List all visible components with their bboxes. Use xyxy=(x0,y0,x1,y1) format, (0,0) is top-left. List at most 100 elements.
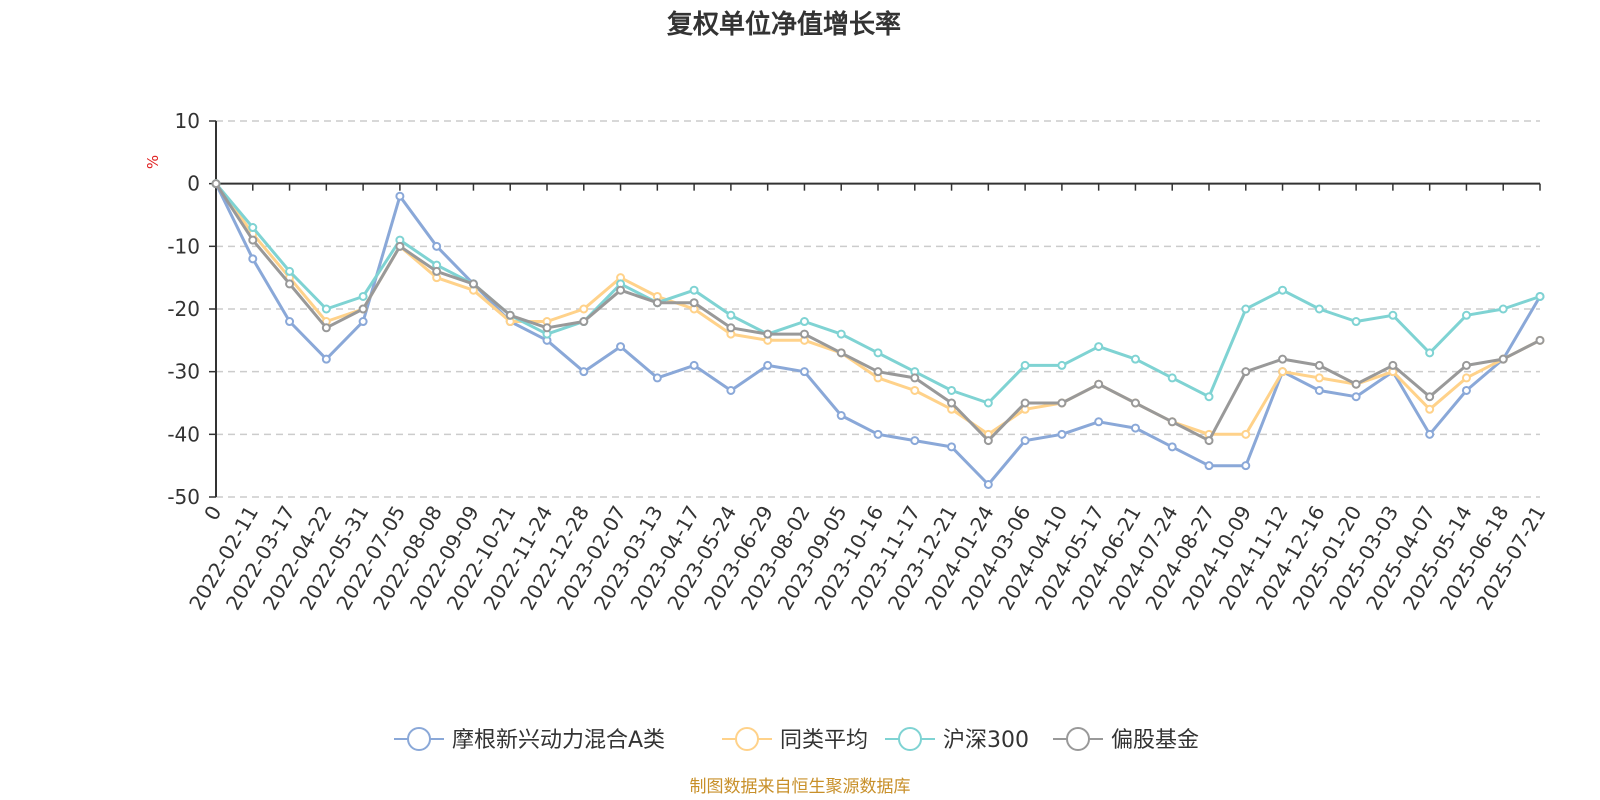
data-point xyxy=(468,279,478,289)
data-point xyxy=(1094,417,1104,427)
data-point xyxy=(1461,310,1471,320)
data-point xyxy=(1425,348,1435,358)
data-point xyxy=(1057,398,1067,408)
data-point xyxy=(873,367,883,377)
data-point xyxy=(1498,304,1508,314)
data-point xyxy=(947,442,957,452)
y-tick-label: 0 xyxy=(187,172,200,196)
data-point xyxy=(1535,291,1545,301)
data-point xyxy=(285,266,295,276)
data-point xyxy=(248,223,258,233)
data-point xyxy=(763,329,773,339)
data-point xyxy=(1425,429,1435,439)
legend-label: 摩根新兴动力混合A类 xyxy=(452,728,665,753)
legend-label: 偏股基金 xyxy=(1111,728,1199,753)
data-point xyxy=(211,179,221,189)
data-point xyxy=(1425,392,1435,402)
legend-circle-icon xyxy=(735,727,759,751)
data-point xyxy=(542,323,552,333)
data-point xyxy=(726,323,736,333)
data-point xyxy=(1351,317,1361,327)
legend[interactable]: 摩根新兴动力混合A类 同类平均 沪深300 偏股基金 xyxy=(394,727,1199,753)
data-point xyxy=(1020,360,1030,370)
data-point xyxy=(1351,379,1361,389)
data-point xyxy=(983,479,993,489)
data-point xyxy=(873,348,883,358)
data-point xyxy=(579,367,589,377)
data-point xyxy=(910,385,920,395)
data-point xyxy=(873,429,883,439)
series-line xyxy=(214,182,1541,443)
data-point xyxy=(432,266,442,276)
data-point xyxy=(983,398,993,408)
y-tick-label: -30 xyxy=(167,360,200,384)
data-point xyxy=(1020,436,1030,446)
x-tick-label: 0 xyxy=(199,502,226,525)
legend-circle-icon xyxy=(898,727,922,751)
data-point xyxy=(1167,442,1177,452)
series-line xyxy=(214,183,1542,486)
data-point xyxy=(358,304,368,314)
data-point xyxy=(1461,385,1471,395)
data-point xyxy=(1461,373,1471,383)
data-point xyxy=(910,436,920,446)
data-point xyxy=(505,310,515,320)
data-point xyxy=(1167,417,1177,427)
data-point xyxy=(395,241,405,251)
data-point xyxy=(1278,285,1288,295)
data-point xyxy=(321,304,331,314)
chart-title: 复权单位净值增长率 xyxy=(667,9,901,40)
y-tick-label: -20 xyxy=(167,297,200,321)
data-point xyxy=(1204,436,1214,446)
data-point xyxy=(983,436,993,446)
series-lines xyxy=(211,179,1545,489)
data-point xyxy=(1241,367,1251,377)
series-0 xyxy=(211,179,1545,489)
data-point xyxy=(1130,423,1140,433)
legend-item-0[interactable]: 摩根新兴动力混合A类 xyxy=(394,727,665,753)
data-point xyxy=(1241,429,1251,439)
data-point xyxy=(836,348,846,358)
data-point xyxy=(726,385,736,395)
data-point xyxy=(579,304,589,314)
data-point xyxy=(1351,392,1361,402)
data-point xyxy=(763,360,773,370)
data-point xyxy=(285,279,295,289)
legend-item-3[interactable]: 偏股基金 xyxy=(1053,727,1199,753)
data-point xyxy=(616,342,626,352)
data-point xyxy=(358,317,368,327)
y-tick-label: -40 xyxy=(167,422,200,446)
data-point xyxy=(689,285,699,295)
y-tick-label: -10 xyxy=(167,234,200,258)
data-point xyxy=(321,354,331,364)
data-point xyxy=(652,298,662,308)
data-point xyxy=(1461,360,1471,370)
data-point xyxy=(321,323,331,333)
data-point xyxy=(689,298,699,308)
data-point xyxy=(285,317,295,327)
data-point xyxy=(799,329,809,339)
y-tick-label: -50 xyxy=(167,485,200,509)
data-point xyxy=(1130,354,1140,364)
data-point xyxy=(1057,360,1067,370)
data-point xyxy=(579,317,589,327)
data-point xyxy=(1425,404,1435,414)
data-point xyxy=(1388,360,1398,370)
data-point xyxy=(1314,360,1324,370)
data-point xyxy=(947,385,957,395)
legend-circle-icon xyxy=(1066,727,1090,751)
x-tick-labels: 02022-02-112022-03-172022-04-222022-05-3… xyxy=(184,501,1550,614)
data-point xyxy=(1278,367,1288,377)
legend-item-1[interactable]: 同类平均 xyxy=(722,727,868,753)
data-point xyxy=(432,241,442,251)
data-point xyxy=(689,360,699,370)
data-point xyxy=(652,373,662,383)
data-point xyxy=(836,411,846,421)
data-point xyxy=(726,310,736,320)
legend-item-2[interactable]: 沪深300 xyxy=(885,727,1029,753)
data-point xyxy=(1020,398,1030,408)
data-point xyxy=(1535,335,1545,345)
y-tick-labels: 10 0 -10 -20 -30 -40 -50 xyxy=(167,109,200,509)
